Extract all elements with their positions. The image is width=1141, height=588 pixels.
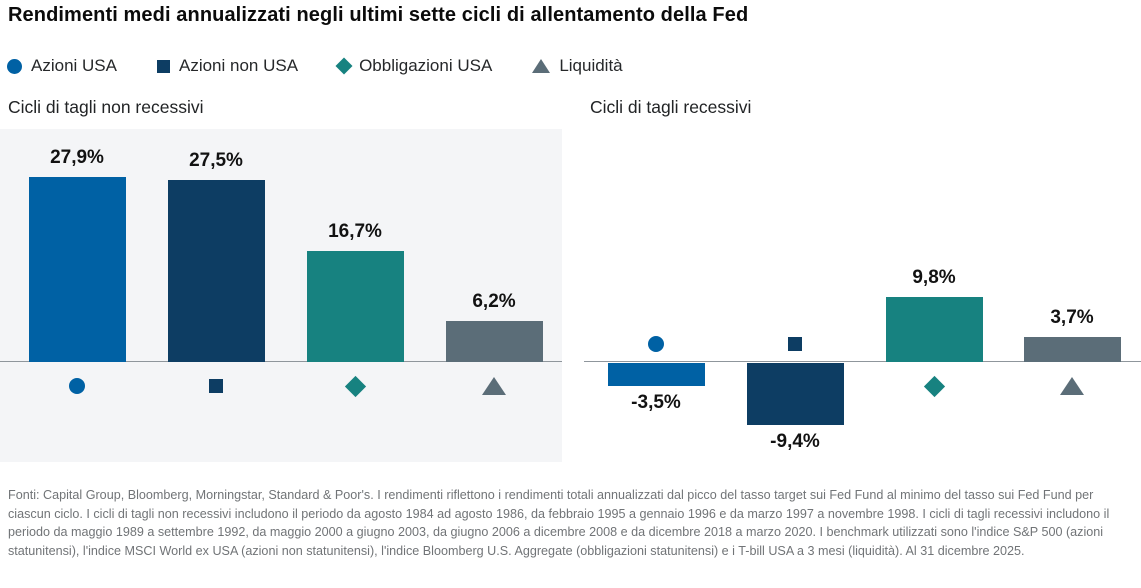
- zero-axis-right: [584, 361, 1141, 362]
- diamond-marker-icon: [923, 375, 945, 397]
- circle-marker-icon: [7, 58, 22, 74]
- bar-azioni-usa: [607, 363, 705, 387]
- legend-label: Azioni non USA: [178, 56, 299, 75]
- legend-item-azioni-usa: Azioni USA: [7, 56, 117, 76]
- diamond-marker-icon: [335, 57, 353, 75]
- legend-label: Azioni USA: [31, 56, 117, 75]
- chart-title: Rendimenti medi annualizzati negli ultim…: [8, 4, 749, 26]
- circle-marker-icon: [648, 336, 664, 352]
- bar-value-label: 9,8%: [912, 267, 956, 289]
- square-marker-icon: [788, 337, 802, 351]
- legend-item-liquidita: Liquidità: [532, 56, 623, 76]
- source-note: Fonti: Capital Group, Bloomberg, Morning…: [8, 488, 1110, 558]
- bar-value-label: -9,4%: [770, 431, 820, 453]
- legend: Azioni USA Azioni non USA Obbligazioni U…: [7, 55, 623, 77]
- panel-title-recessive: Cicli di tagli recessivi: [590, 97, 752, 117]
- triangle-marker-icon: [532, 59, 551, 73]
- bar-liquidit: [1023, 337, 1121, 362]
- panel-title-non-recessive: Cicli di tagli non recessivi: [8, 97, 204, 117]
- zero-axis-left: [0, 361, 562, 362]
- triangle-marker-icon: [1060, 377, 1084, 395]
- legend-label: Obbligazioni USA: [359, 56, 493, 75]
- non-recessive-panel-background: [0, 129, 562, 462]
- legend-item-azioni-non-usa: Azioni non USA: [156, 56, 299, 76]
- bar-value-label: -3,5%: [631, 392, 681, 414]
- square-marker-icon: [156, 59, 170, 73]
- bar-azioni-non-usa: [746, 363, 844, 426]
- legend-item-obbligazioni-usa: Obbligazioni USA: [335, 56, 493, 76]
- bar-value-label: 3,7%: [1050, 307, 1094, 329]
- bar-obbligazioni-usa: [885, 297, 983, 362]
- legend-label: Liquidità: [559, 56, 623, 75]
